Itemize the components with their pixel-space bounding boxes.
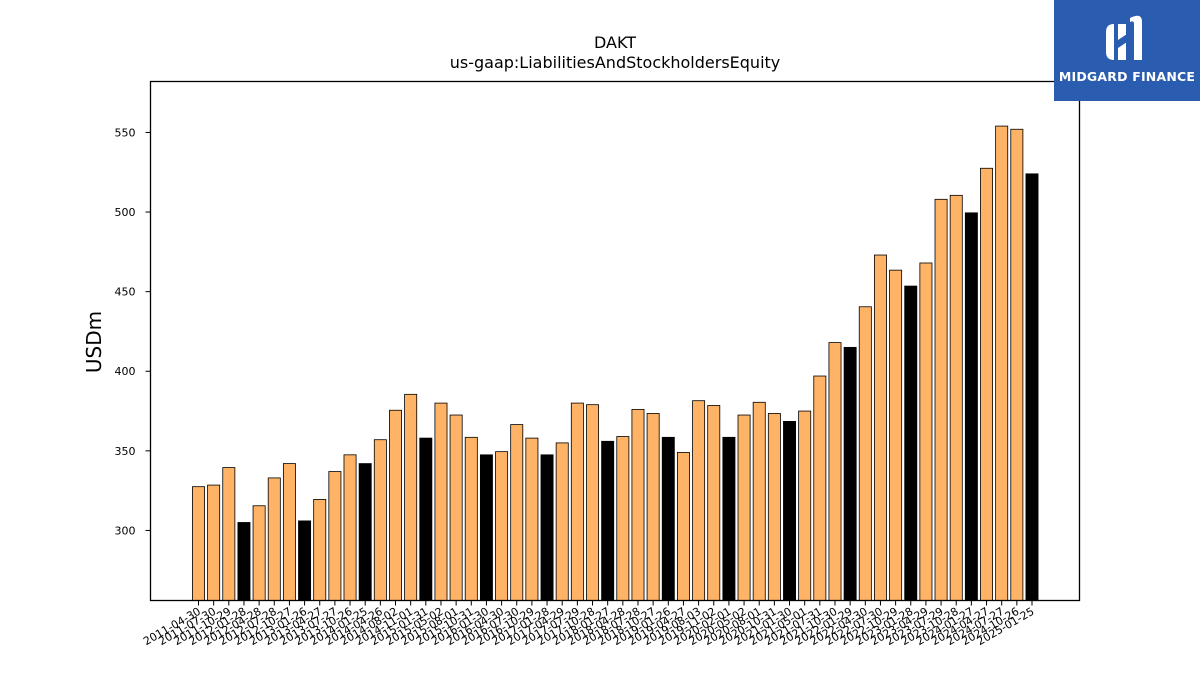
bar-2015-05-02 — [434, 402, 448, 601]
y-tick-label: 550 — [115, 126, 136, 139]
bar-2014-01-25 — [358, 463, 372, 601]
bar-2023-07-29 — [934, 198, 948, 601]
bar-2024-10-26 — [1010, 128, 1024, 601]
bar-2025-01-25 — [1025, 173, 1039, 601]
bar-2012-04-28 — [252, 505, 266, 601]
bar-2022-04-30 — [858, 306, 872, 601]
bar-2020-08-01 — [752, 401, 766, 601]
bar-2016-01-30 — [479, 454, 493, 601]
bar-2023-04-29 — [919, 262, 933, 601]
bar-2013-04-27 — [313, 499, 327, 601]
bar-2015-08-01 — [449, 414, 463, 601]
bar-2022-01-29 — [843, 346, 857, 601]
bar-2019-04-27 — [676, 452, 690, 601]
bar-2015-10-31 — [464, 436, 478, 601]
x-axis-ticks: 2011-04-302011-07-302011-10-292012-01-28… — [141, 600, 1037, 648]
y-tick-label: 350 — [115, 445, 136, 458]
bar-2014-04-26 — [373, 439, 387, 601]
bar-2018-07-28 — [631, 409, 645, 601]
bar-2012-01-28 — [237, 522, 251, 601]
bar-2016-04-30 — [495, 451, 509, 601]
bar-2014-08-02 — [389, 409, 402, 601]
bar-2014-11-01 — [404, 393, 418, 601]
bar-2021-01-30 — [783, 420, 796, 601]
bar-2018-04-28 — [616, 436, 630, 601]
bar-2017-01-28 — [540, 454, 554, 601]
bar-2023-10-28 — [949, 194, 963, 601]
y-tick-label: 450 — [115, 286, 136, 299]
bar-2018-10-27 — [646, 413, 660, 601]
y-axis-label: USDm — [82, 311, 106, 373]
chart-title: DAKT — [594, 33, 636, 52]
bar-2021-10-30 — [828, 342, 842, 601]
bar-2024-07-27 — [995, 125, 1009, 601]
plot-frame — [149, 80, 1081, 602]
bars-group — [192, 125, 1039, 601]
bar-2020-02-01 — [722, 436, 736, 601]
bar-2012-10-27 — [282, 463, 296, 601]
bar-2015-01-31 — [419, 437, 433, 601]
bar-2022-07-30 — [873, 254, 887, 601]
bar-2013-01-26 — [298, 520, 312, 601]
bar-2024-04-27 — [980, 167, 993, 601]
bar-2011-07-30 — [207, 484, 221, 601]
bar-2017-10-28 — [586, 404, 599, 601]
bar-2019-11-02 — [707, 405, 721, 601]
bar-2016-07-30 — [510, 424, 524, 601]
bar-2013-10-26 — [343, 454, 357, 601]
bar-2012-07-28 — [267, 477, 281, 601]
bar-2022-10-29 — [889, 269, 903, 601]
bar-2021-07-31 — [813, 375, 827, 601]
y-tick-label: 400 — [115, 365, 136, 378]
bar-2011-04-30 — [192, 486, 205, 601]
y-tick-label: 500 — [115, 206, 136, 219]
bar-2019-08-03 — [692, 400, 706, 601]
bar-2013-07-27 — [328, 471, 342, 601]
bar-2024-01-27 — [964, 212, 978, 601]
bar-2021-05-01 — [798, 410, 812, 601]
bar-2019-01-26 — [661, 436, 675, 601]
bar-2017-04-29 — [555, 442, 569, 601]
bar-2011-10-29 — [222, 467, 236, 601]
bar-2023-01-28 — [904, 285, 918, 601]
midgard-m-icon — [1106, 15, 1142, 60]
bar-2018-01-27 — [601, 440, 615, 601]
y-tick-label: 300 — [115, 524, 136, 537]
brand-name: MIDGARD FINANCE — [1058, 69, 1196, 84]
bar-2016-10-29 — [525, 437, 539, 601]
bar-2017-07-29 — [570, 402, 584, 601]
bar-2020-10-31 — [767, 413, 781, 601]
brand-logo: MIDGARD FINANCE — [1054, 0, 1200, 101]
chart-subtitle: us-gaap:LiabilitiesAndStockholdersEquity — [450, 53, 781, 72]
bar-2020-05-02 — [737, 414, 751, 601]
y-axis-ticks: 300 350 400 450 500 550 — [115, 126, 151, 537]
